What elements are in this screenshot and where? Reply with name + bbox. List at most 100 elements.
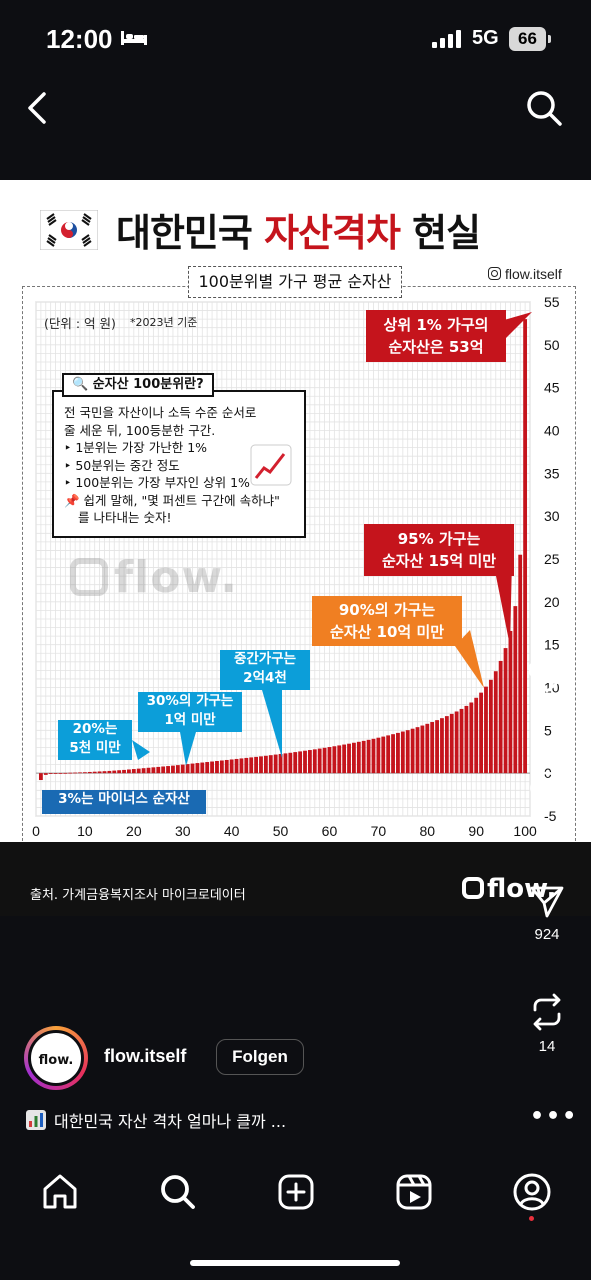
callout-30-percent: 30%의 가구는 1억 미만 — [138, 692, 242, 732]
bar-percentile — [332, 746, 337, 774]
bar-percentile — [312, 749, 317, 774]
callout-pointer — [496, 560, 512, 646]
bar-percentile — [440, 718, 444, 774]
x-tick-label: 60 — [322, 823, 338, 839]
bar-percentile — [317, 748, 322, 774]
bar-percentile — [190, 763, 195, 774]
repost-icon[interactable] — [529, 992, 565, 1032]
bar-percentile — [366, 739, 371, 774]
chart-year-note: *2023년 기준 — [130, 316, 198, 329]
x-tick-label: 100 — [513, 823, 537, 839]
bar-percentile — [420, 725, 425, 774]
author-username[interactable]: flow.itself — [104, 1046, 187, 1066]
bar-percentile — [322, 747, 327, 774]
korea-flag-icon — [40, 210, 98, 250]
y-tick-label: 20 — [544, 594, 560, 610]
bar-percentile — [239, 758, 244, 774]
instagram-icon — [488, 267, 501, 280]
bar-percentile — [200, 762, 205, 774]
bar-percentile — [449, 713, 454, 774]
bar-percentile — [430, 722, 435, 774]
repost-action[interactable]: 14 — [517, 992, 577, 1055]
bar-percentile — [303, 750, 307, 774]
callout-median: 중간가구는 2억4천 — [220, 650, 310, 690]
bar-percentile — [342, 744, 347, 774]
share-count: 924 — [534, 926, 560, 943]
source-note: 출처. 가계금융복지조사 마이크로데이터 — [30, 888, 246, 903]
bar-percentile — [117, 770, 122, 774]
bar-percentile — [376, 737, 381, 774]
bar-percentile — [278, 753, 283, 774]
bar-percentile — [175, 765, 180, 774]
battery-indicator: 66 — [509, 27, 551, 51]
y-tick-label: 5 — [544, 722, 552, 738]
source-band — [0, 842, 591, 916]
bar-percentile — [459, 708, 464, 774]
post-caption[interactable]: 대한민국 자산 격차 얼마나 클까 ... — [26, 1108, 286, 1132]
bar-percentile — [195, 763, 200, 774]
heart-icon[interactable] — [528, 660, 566, 694]
y-tick-label: 35 — [544, 465, 560, 481]
back-arrow-icon[interactable] — [22, 90, 52, 126]
bar-percentile — [161, 766, 166, 774]
bar-percentile — [337, 745, 342, 774]
bar-percentile — [391, 734, 395, 774]
search-nav-icon[interactable] — [158, 1172, 198, 1212]
bar-percentile — [53, 773, 58, 774]
sleep-focus-icon — [121, 31, 147, 45]
reels-icon[interactable] — [394, 1172, 434, 1212]
home-indicator — [190, 1260, 400, 1266]
bar-percentile — [523, 319, 528, 774]
bar-percentile — [92, 771, 97, 774]
more-options-icon[interactable]: ••• — [530, 1104, 579, 1129]
infobox-line: ‣ 100분위는 가장 부자인 상위 1% — [64, 475, 250, 490]
bar-percentile — [229, 759, 234, 774]
bar-percentile — [234, 758, 239, 774]
bar-percentile — [156, 766, 161, 774]
search-icon[interactable] — [524, 88, 564, 128]
x-tick-label: 90 — [468, 823, 484, 839]
bar-percentile — [464, 705, 469, 774]
follow-button[interactable]: Folgen — [216, 1039, 304, 1075]
y-tick-label: 30 — [544, 508, 560, 524]
comment-icon[interactable] — [529, 770, 565, 806]
bar-percentile — [410, 728, 415, 774]
x-tick-label: 20 — [126, 823, 142, 839]
instagram-handle: flow.itself — [488, 266, 562, 282]
bar-percentile — [474, 697, 479, 774]
bar-percentile — [469, 702, 474, 774]
bottom-navigation — [0, 1152, 591, 1280]
avatar[interactable]: flow. — [24, 1026, 88, 1090]
bar-percentile — [146, 767, 151, 774]
bar-percentile — [518, 554, 523, 774]
bar-percentile — [508, 630, 513, 774]
comment-action[interactable] — [517, 770, 577, 812]
bar-percentile — [273, 754, 278, 774]
post-image[interactable]: 대한민국 자산격차 현실 100분위별 가구 평균 순자산 flow.itsel… — [0, 180, 591, 916]
like-action[interactable] — [517, 660, 577, 700]
share-action[interactable]: 924 — [517, 884, 577, 943]
callout-pointer — [455, 630, 484, 688]
bar-percentile — [122, 769, 126, 774]
y-tick-label: 40 — [544, 423, 560, 439]
bar-percentile — [493, 671, 498, 774]
profile-icon[interactable] — [512, 1172, 552, 1212]
bar-percentile — [48, 773, 53, 774]
callout-pointer — [132, 740, 150, 760]
bar-percentile — [381, 736, 386, 774]
bar-percentile — [352, 742, 356, 774]
infographic-headline: 대한민국 자산격차 현실 — [116, 211, 481, 255]
bar-percentile — [415, 727, 420, 774]
create-post-icon[interactable] — [276, 1172, 316, 1212]
x-tick-label: 50 — [273, 823, 289, 839]
bar-percentile — [151, 767, 156, 774]
infobox-line: ‣ 50분위는 중간 정도 — [64, 457, 180, 473]
send-icon[interactable] — [529, 884, 565, 920]
y-tick-label: 50 — [544, 337, 560, 353]
bar-percentile — [102, 771, 107, 774]
bar-percentile — [484, 686, 488, 774]
home-icon[interactable] — [40, 1172, 80, 1212]
bar-percentile — [68, 772, 73, 774]
x-tick-label: 40 — [224, 823, 240, 839]
network-type: 5G — [472, 27, 499, 49]
